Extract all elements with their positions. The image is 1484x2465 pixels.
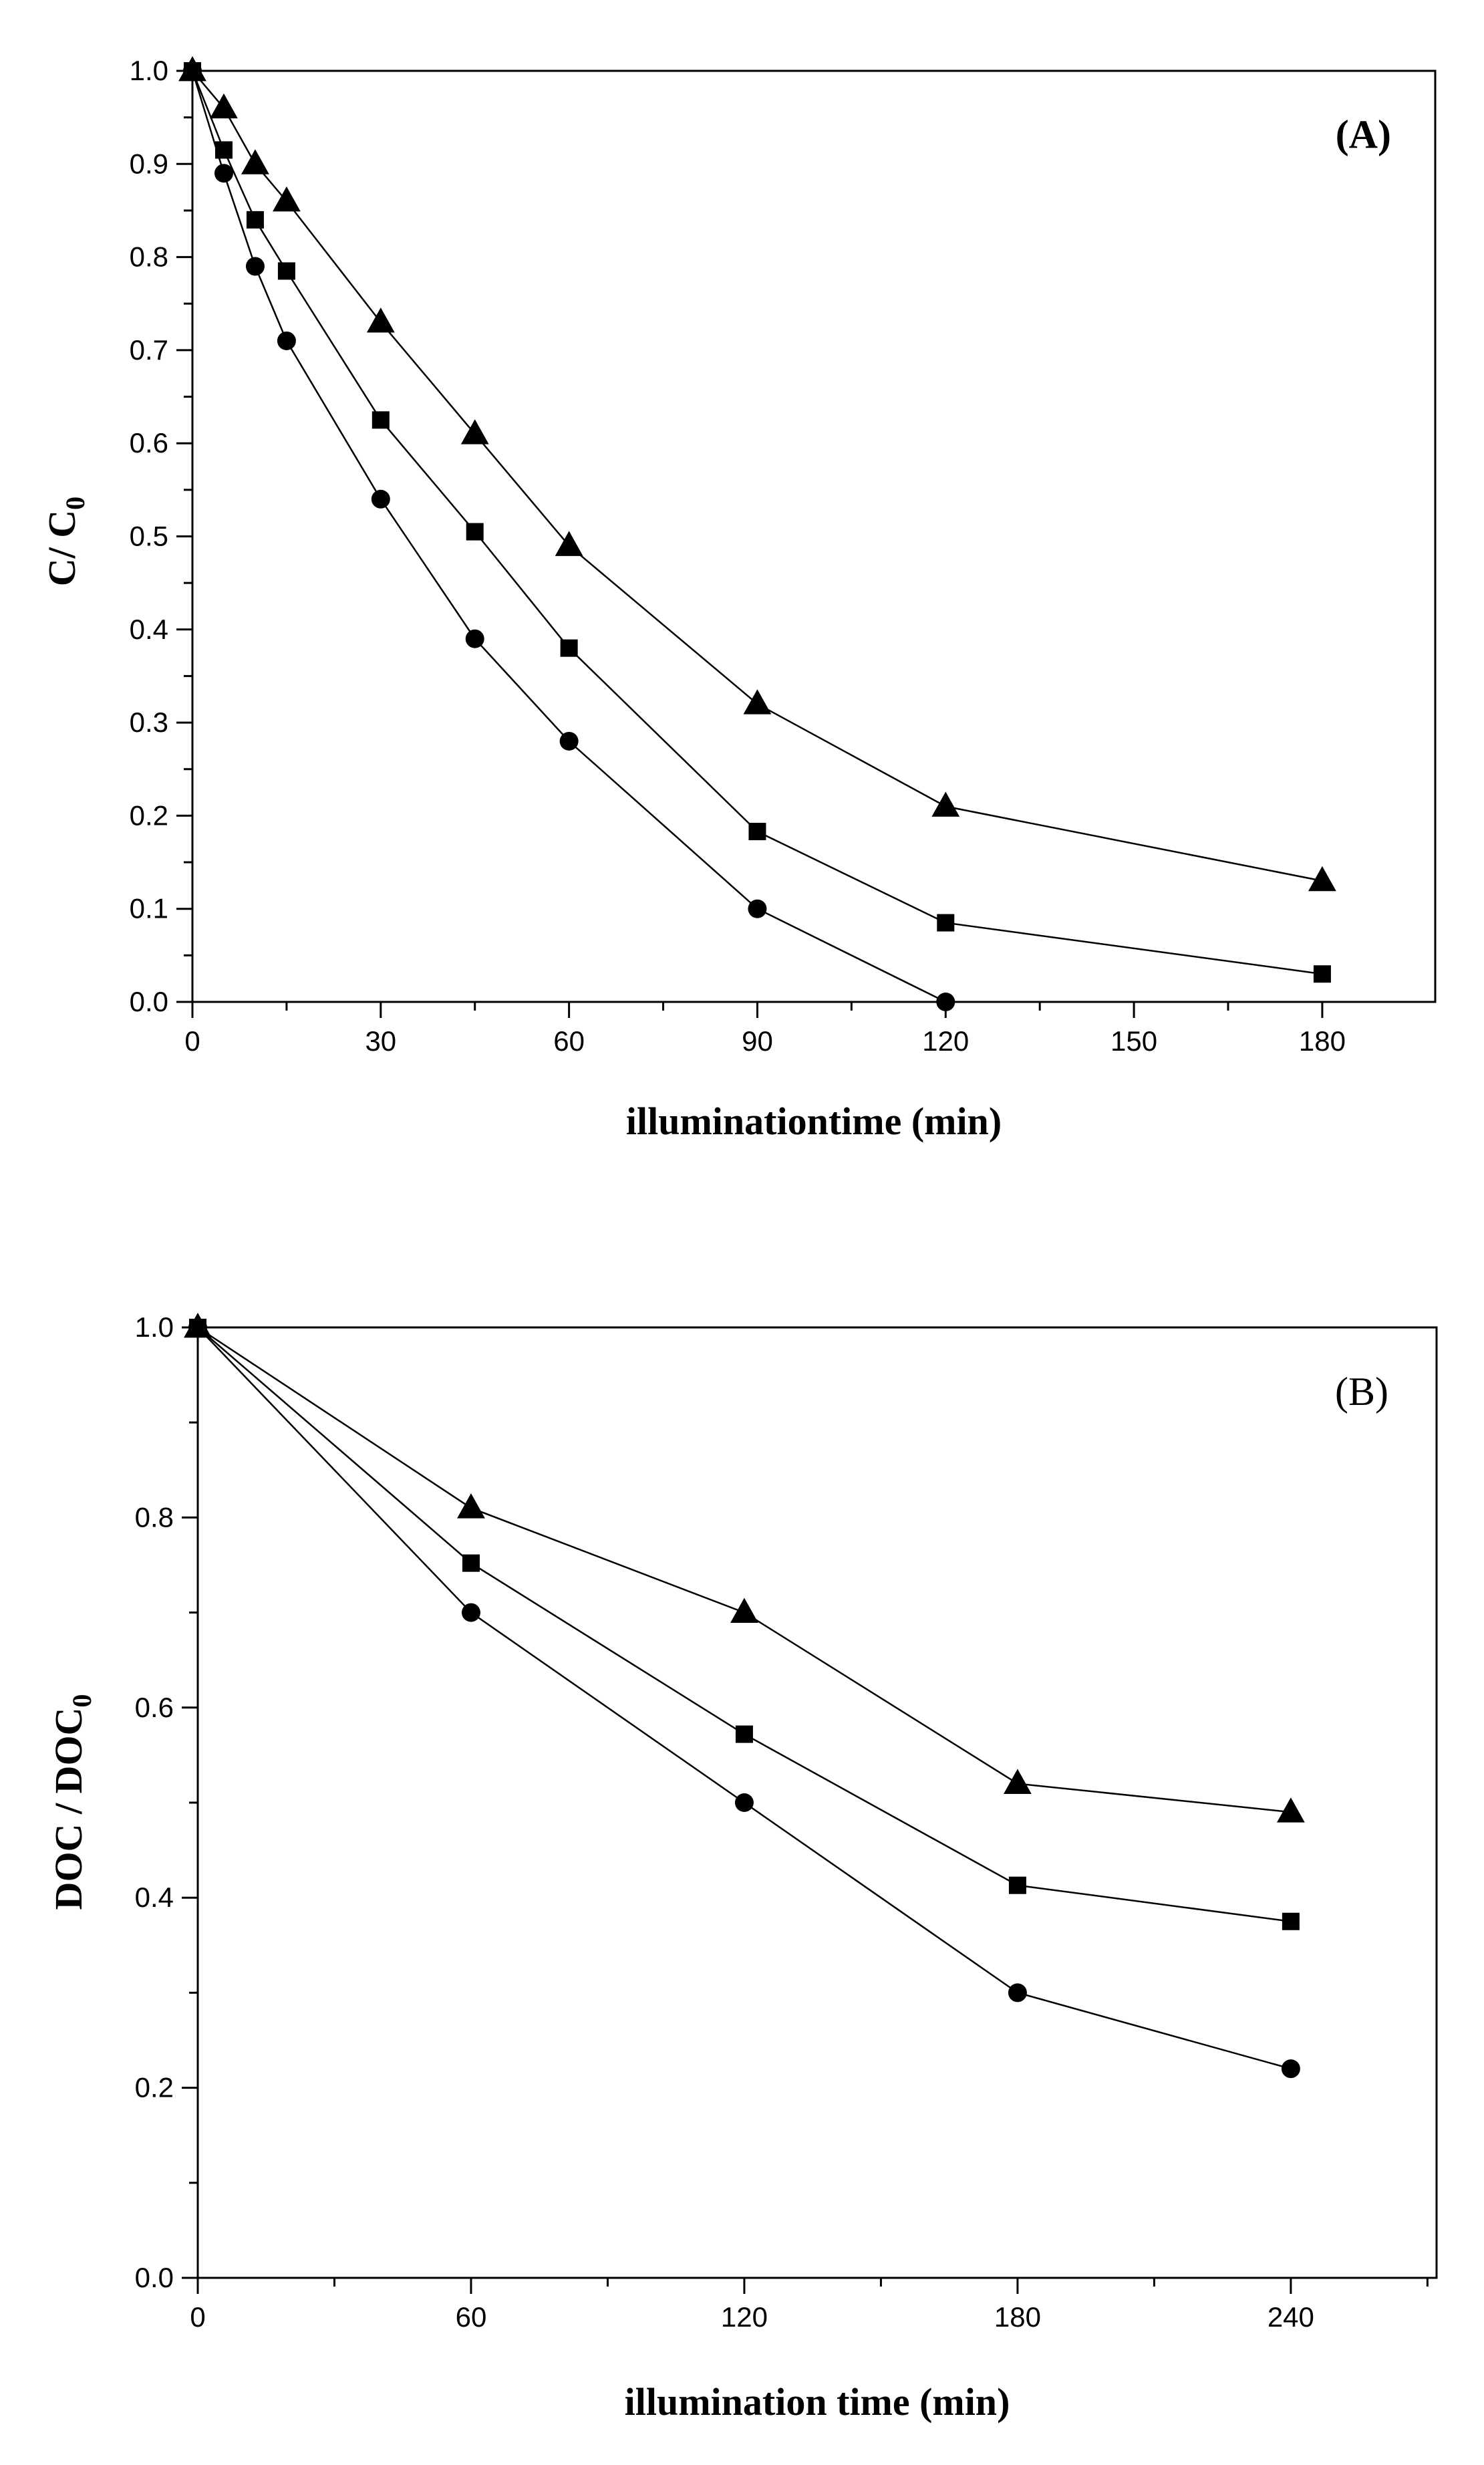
data-point-triangle-a-8 [931,791,960,817]
y-axis-title-main-a: C/ C [40,510,84,586]
y-tick-label-b-0: 0.0 [135,2262,174,2293]
x-tick-label-b-2: 120 [721,2301,768,2333]
x-tick-label-a-5: 150 [1110,1025,1157,1057]
data-point-circle-a-7 [748,899,767,918]
data-point-circle-b-1 [461,1603,480,1622]
data-point-triangle-a-4 [366,307,395,333]
y-axis-title-sub-b: 0 [67,1694,97,1708]
series-markers-a [178,56,1336,1011]
x-tick-label-a-2: 60 [553,1025,585,1057]
plot-frame-a [191,70,1437,1003]
x-axis-title-a: illuminationtime (min) [626,1099,1002,1143]
data-point-square-a-4 [372,411,390,429]
x-tick-label-b-0: 0 [190,2301,205,2333]
data-point-triangle-a-6 [555,531,583,556]
data-point-square-a-7 [748,823,766,841]
data-point-triangle-a-2 [241,149,269,174]
panel-label-a: (A) [1336,112,1391,156]
data-point-square-b-4 [1282,1912,1300,1930]
data-point-triangle-a-9 [1308,866,1336,892]
data-point-circle-b-4 [1281,2059,1300,2079]
y-tick-label-a-8: 0.8 [130,241,168,273]
data-point-square-a-8 [937,914,955,932]
y-axis-title-a: C/ C0 [40,497,90,586]
x-tick-labels-a: 0 30 60 90 120 150 180 [184,1025,1346,1057]
y-tick-label-a-2: 0.2 [130,799,168,831]
data-point-circle-a-1 [214,164,233,183]
y-tick-label-a-7: 0.7 [130,334,168,366]
series-markers-b [184,1313,1305,2079]
x-tick-label-b-4: 240 [1268,2301,1314,2333]
data-point-circle-a-3 [277,331,296,350]
y-tick-label-b-5: 1.0 [135,1311,174,1343]
x-tick-label-a-1: 30 [365,1025,396,1057]
data-point-square-a-9 [1313,965,1331,983]
y-tick-label-a-10: 1.0 [130,55,168,86]
y-tick-label-b-3: 0.6 [135,1692,174,1723]
axis-ticks-a [176,70,1324,1018]
data-point-circle-a-5 [465,629,484,648]
data-point-square-b-1 [462,1554,480,1572]
x-tick-label-b-1: 60 [456,2301,487,2333]
x-tick-label-a-3: 90 [742,1025,773,1057]
series-lines-a [191,70,1323,1003]
data-point-triangle-b-1 [457,1493,485,1519]
y-tick-label-a-1: 0.1 [130,893,168,924]
data-point-circle-b-3 [1008,1983,1027,2002]
data-point-triangle-b-3 [1004,1769,1032,1794]
data-point-triangle-a-3 [273,186,301,212]
axis-ticks-b [182,1326,1429,2294]
data-point-square-a-5 [466,523,484,541]
data-point-circle-b-2 [734,1793,754,1812]
y-axis-title-b: DOC / DOC0 [47,1694,97,1910]
data-point-triangle-a-1 [210,93,238,119]
y-tick-label-a-3: 0.3 [130,706,168,738]
y-axis-title-main-b: DOC / DOC [47,1708,90,1910]
chart-panel-a: 0 30 60 90 120 150 180 0.00.10.20.30.40.50.60.… [40,55,1437,1143]
series-line-circle-b [197,1327,1292,2070]
data-point-circle-a-0 [183,61,202,80]
data-point-square-a-1 [214,141,233,159]
data-point-square-b-2 [735,1725,753,1743]
y-tick-label-b-4: 0.8 [135,1501,174,1533]
x-tick-label-a-6: 180 [1299,1025,1346,1057]
y-axis-title-sub-a: 0 [60,497,90,510]
y-tick-label-a-4: 0.4 [130,614,168,645]
y-tick-label-b-1: 0.2 [135,2072,174,2103]
data-point-triangle-b-2 [730,1597,758,1623]
plot-frame-b [196,1326,1438,2279]
y-tick-label-a-6: 0.6 [130,427,168,459]
series-line-square-a [191,70,1323,975]
y-tick-label-b-2: 0.4 [135,1882,174,1913]
x-tick-label-a-0: 0 [184,1025,200,1057]
chart-panel-b: 0 60 120 180 240 0.0 0.2 0.4 0.6 0.8 1.0 (B) illu… [47,1311,1438,2424]
y-tick-labels-b: 0.0 0.2 0.4 0.6 0.8 1.0 [135,1311,174,2293]
data-point-triangle-a-5 [460,419,489,444]
data-point-circle-b-0 [188,1318,207,1337]
panel-label-b: (B) [1335,1370,1388,1414]
y-tick-label-a-5: 0.5 [130,521,168,552]
data-point-square-b-3 [1008,1876,1026,1894]
series-line-square-b [197,1327,1292,1923]
data-point-square-a-3 [277,262,295,280]
data-point-circle-a-2 [245,257,265,276]
data-point-triangle-b-4 [1276,1797,1305,1823]
series-line-triangle-a [192,70,1323,882]
y-tick-label-a-9: 0.9 [130,148,168,179]
x-tick-label-a-4: 120 [922,1025,969,1057]
data-point-circle-a-6 [559,731,579,751]
x-axis-title-b: illumination time (min) [625,2380,1010,2424]
y-tick-labels-a: 0.0 0.1 0.2 0.3 0.4 0.5 0.6 0.7 0.8 0.9 1.0 [130,55,168,1017]
x-tick-labels-b: 0 60 120 180 240 [190,2301,1314,2333]
data-point-circle-a-8 [936,993,955,1011]
data-point-triangle-a-7 [743,689,772,715]
data-point-square-a-2 [246,211,264,229]
series-lines-b [197,1326,1292,2070]
y-tick-label-a-0: 0.0 [130,986,168,1017]
data-point-circle-a-4 [371,489,390,509]
data-point-square-a-6 [560,639,578,657]
x-tick-label-b-3: 180 [994,2301,1041,2333]
